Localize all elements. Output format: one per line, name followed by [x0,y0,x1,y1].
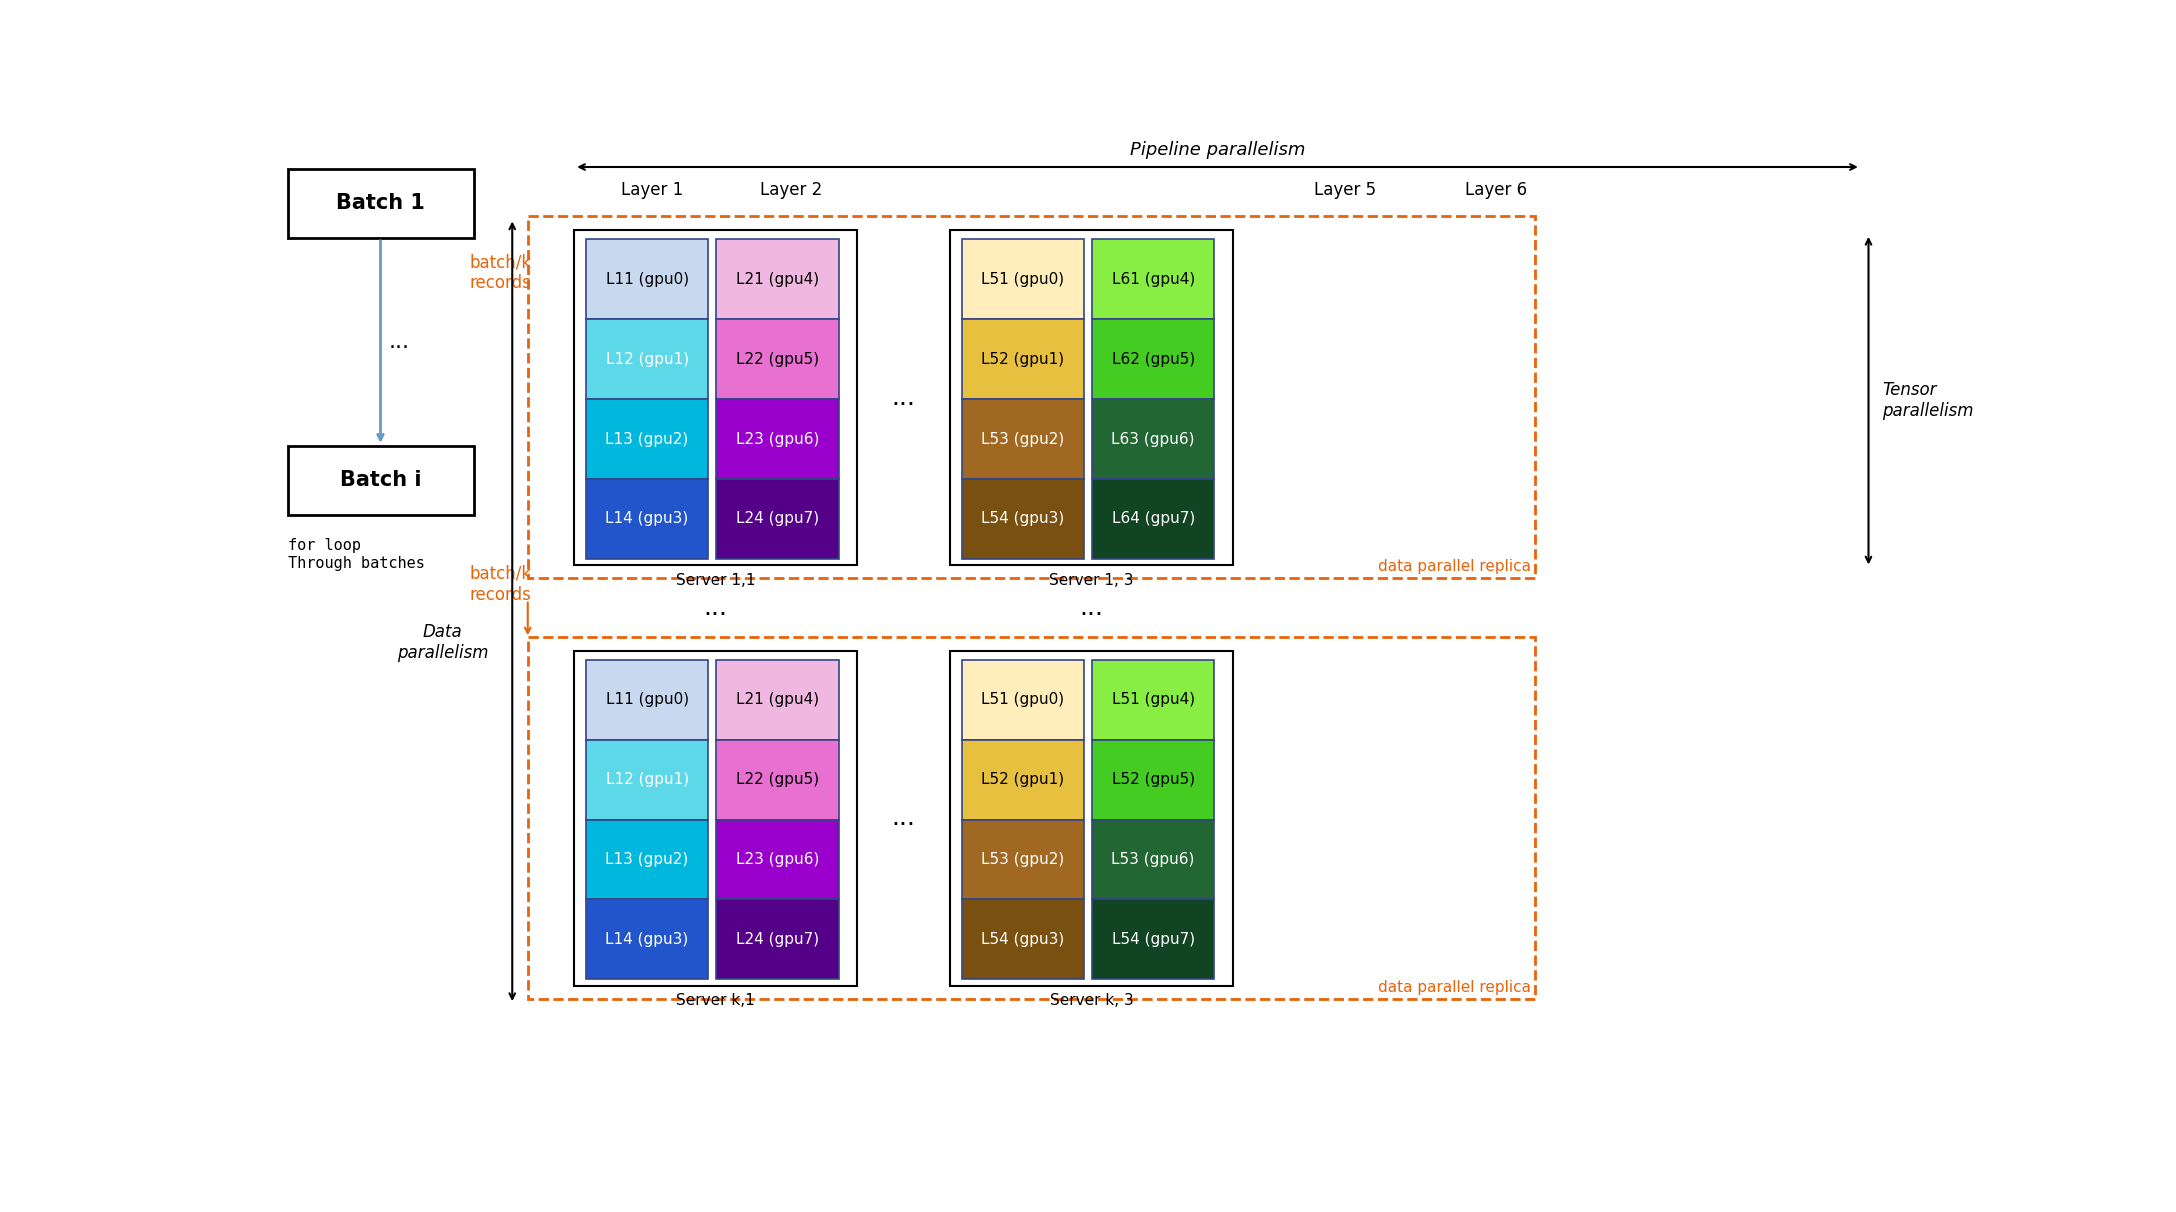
Text: L14 (gpu3): L14 (gpu3) [605,932,690,947]
Text: L54 (gpu3): L54 (gpu3) [981,932,1064,947]
Bar [962,659,1084,739]
Bar [962,899,1084,979]
Text: L12 (gpu1): L12 (gpu1) [605,772,688,787]
Text: L53 (gpu2): L53 (gpu2) [981,852,1064,867]
Text: L63 (gpu6): L63 (gpu6) [1112,431,1195,446]
Text: Pipeline parallelism: Pipeline parallelism [1129,142,1306,159]
Bar [287,168,474,238]
Text: L51 (gpu4): L51 (gpu4) [1112,692,1195,708]
Text: L54 (gpu7): L54 (gpu7) [1112,932,1195,947]
Bar [529,216,1536,578]
Text: L14 (gpu3): L14 (gpu3) [605,511,690,526]
Text: L11 (gpu0): L11 (gpu0) [605,271,688,287]
Text: batch/k
records: batch/k records [470,565,531,604]
Text: batch/k
records: batch/k records [470,253,531,292]
Text: L23 (gpu6): L23 (gpu6) [735,431,818,446]
Text: ...: ... [387,332,409,351]
Bar [716,479,838,559]
Bar [962,240,1084,319]
Text: Data
parallelism: Data parallelism [396,623,487,662]
Text: Server 1,1: Server 1,1 [677,573,755,588]
Text: L61 (gpu4): L61 (gpu4) [1112,271,1195,287]
Text: Layer 5: Layer 5 [1314,182,1377,199]
Bar [585,399,709,479]
Text: Batch i: Batch i [339,470,422,491]
Bar [585,739,709,819]
Bar [716,819,838,899]
Bar [962,739,1084,819]
Text: for loop
Through batches: for loop Through batches [287,538,424,571]
Bar [585,319,709,399]
Text: ...: ... [892,385,916,410]
Bar [1092,399,1214,479]
Bar [951,651,1234,985]
Text: L12 (gpu1): L12 (gpu1) [605,351,688,367]
Text: L21 (gpu4): L21 (gpu4) [735,692,818,708]
Text: L54 (gpu3): L54 (gpu3) [981,511,1064,526]
Bar [1092,319,1214,399]
Bar [962,319,1084,399]
Text: L11 (gpu0): L11 (gpu0) [605,692,688,708]
Bar [574,651,857,985]
Bar [1092,819,1214,899]
Text: Server k,1: Server k,1 [677,993,755,1008]
Bar [962,819,1084,899]
Bar [716,399,838,479]
Bar [716,659,838,739]
Bar [951,230,1234,565]
Text: L13 (gpu2): L13 (gpu2) [605,852,690,867]
Bar [716,319,838,399]
Text: L22 (gpu5): L22 (gpu5) [735,351,818,367]
Bar [585,899,709,979]
Text: ...: ... [703,596,727,619]
Bar [529,636,1536,999]
Text: L62 (gpu5): L62 (gpu5) [1112,351,1195,367]
Text: data parallel replica: data parallel replica [1377,979,1532,995]
Bar [574,230,857,565]
Bar [1092,240,1214,319]
Bar [962,399,1084,479]
Bar [1092,479,1214,559]
Bar [1092,899,1214,979]
Text: L21 (gpu4): L21 (gpu4) [735,271,818,287]
Bar [287,446,474,515]
Bar [716,899,838,979]
Text: data parallel replica: data parallel replica [1377,559,1532,574]
Text: L22 (gpu5): L22 (gpu5) [735,772,818,787]
Bar [585,659,709,739]
Text: L51 (gpu0): L51 (gpu0) [981,692,1064,708]
Text: L52 (gpu1): L52 (gpu1) [981,351,1064,367]
Text: L52 (gpu5): L52 (gpu5) [1112,772,1195,787]
Bar [716,240,838,319]
Bar [585,819,709,899]
Text: L24 (gpu7): L24 (gpu7) [735,932,818,947]
Text: Tensor
parallelism: Tensor parallelism [1882,382,1974,421]
Bar [585,479,709,559]
Text: L52 (gpu1): L52 (gpu1) [981,772,1064,787]
Text: ...: ... [1079,596,1103,619]
Text: Server k, 3: Server k, 3 [1049,993,1134,1008]
Bar [1092,659,1214,739]
Text: L23 (gpu6): L23 (gpu6) [735,852,818,867]
Text: L24 (gpu7): L24 (gpu7) [735,511,818,526]
Text: Batch 1: Batch 1 [335,193,424,213]
Text: ...: ... [892,806,916,830]
Text: Layer 6: Layer 6 [1464,182,1528,199]
Bar [585,240,709,319]
Bar [716,739,838,819]
Text: L64 (gpu7): L64 (gpu7) [1112,511,1195,526]
Text: Layer 1: Layer 1 [620,182,683,199]
Text: L53 (gpu2): L53 (gpu2) [981,431,1064,446]
Text: L13 (gpu2): L13 (gpu2) [605,431,690,446]
Bar [962,479,1084,559]
Text: L51 (gpu0): L51 (gpu0) [981,271,1064,287]
Text: Server 1, 3: Server 1, 3 [1049,573,1134,588]
Text: L53 (gpu6): L53 (gpu6) [1112,852,1195,867]
Bar [1092,739,1214,819]
Text: Layer 2: Layer 2 [759,182,823,199]
